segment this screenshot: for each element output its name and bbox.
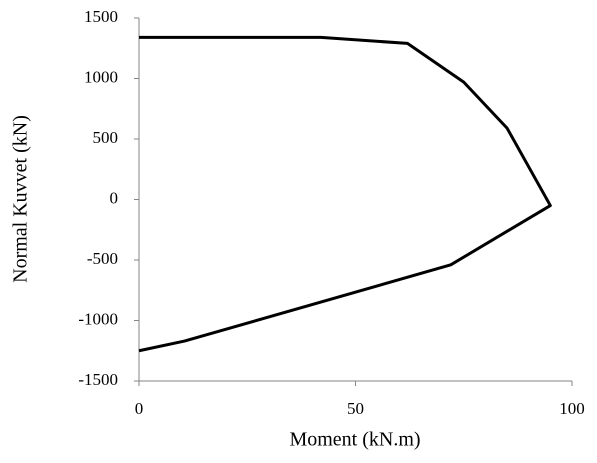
y-tick-label: 1000	[84, 67, 118, 86]
y-tick-label: -1500	[78, 370, 118, 389]
x-tick-label: 50	[347, 399, 364, 418]
x-tick-label: 100	[559, 399, 585, 418]
y-tick-label: -500	[87, 249, 118, 268]
x-axis-title: Moment (kN.m)	[289, 429, 420, 451]
y-tick-label: 1500	[84, 7, 118, 26]
y-tick-label: 0	[110, 188, 119, 207]
y-tick-label: 500	[93, 128, 119, 147]
y-axis-title: Normal Kuvvet (kN)	[10, 115, 32, 283]
y-tick-label: -1000	[78, 309, 118, 328]
x-tick-label: 0	[135, 399, 144, 418]
data-line	[138, 35, 552, 353]
